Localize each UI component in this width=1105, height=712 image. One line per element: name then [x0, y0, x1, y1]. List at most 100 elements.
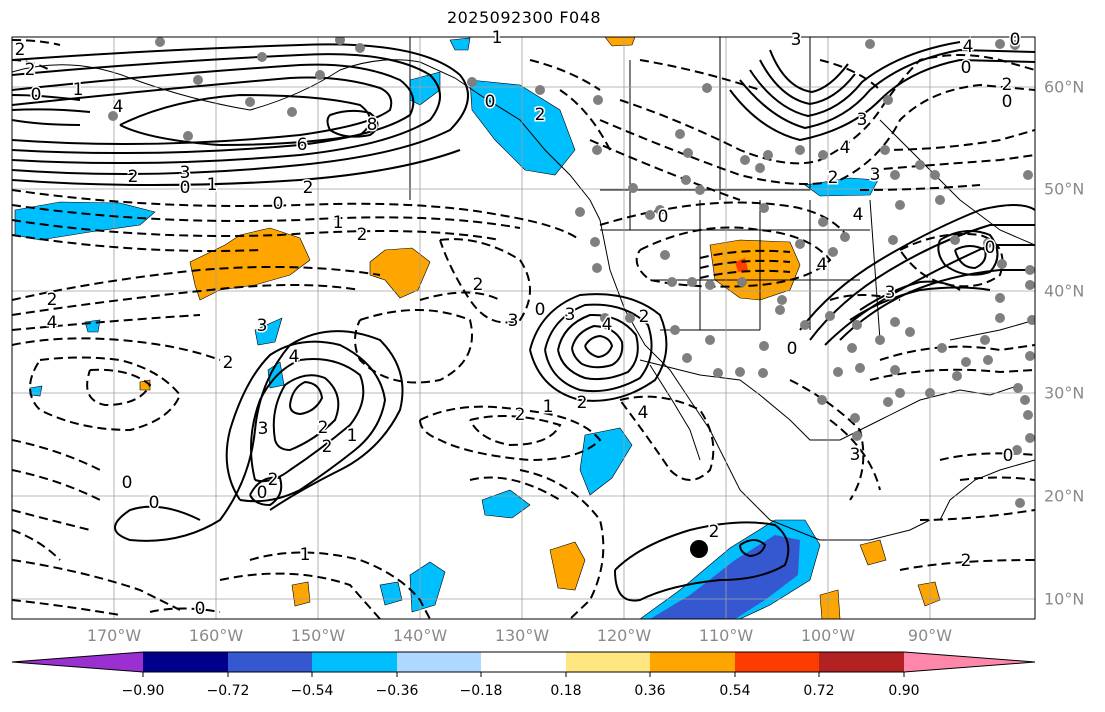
contour-label: 3	[870, 165, 881, 185]
colorbar-segment	[228, 652, 312, 672]
lat-label-60n: 60°N	[1044, 77, 1085, 97]
contour-label: 2	[268, 470, 279, 490]
contour-label: 1	[492, 28, 503, 48]
contour-label: 0	[122, 473, 133, 493]
colorbar-segments	[11, 651, 1036, 673]
contour-label: 2	[128, 167, 139, 187]
lat-label-20n: 20°N	[1044, 486, 1085, 506]
contour-label: 0	[485, 92, 496, 112]
contour-label: 8	[367, 115, 378, 135]
colorbar-tick-label: −0.36	[375, 683, 419, 699]
colorbar-tick-label: −0.54	[290, 683, 334, 699]
contour-label: 0	[31, 85, 42, 105]
contour-label: 0	[1002, 92, 1013, 112]
contour-label: 0	[985, 238, 996, 258]
lon-label-90w: 90°W	[907, 626, 953, 645]
contour-label: 4	[963, 37, 974, 57]
station-markers	[108, 37, 1035, 508]
lat-label-40n: 40°N	[1044, 281, 1085, 301]
contour-label: 1	[73, 80, 84, 100]
colorbar-segment	[143, 652, 228, 672]
contour-label: 2	[709, 522, 720, 542]
colorbar-tick-label: 0.54	[719, 683, 751, 699]
contour-label: 3	[258, 419, 269, 439]
contour-label: 0	[273, 194, 284, 214]
contour-label: 0	[149, 493, 160, 513]
lat-label-10n: 10°N	[1044, 589, 1085, 609]
colorbar-tick-label: −0.90	[121, 683, 165, 699]
colorbar-segment	[735, 652, 819, 672]
contour-label: 4	[47, 313, 58, 333]
colorbar-segment	[397, 652, 481, 672]
contour-label: 4	[289, 347, 300, 367]
contour-label: 2	[828, 168, 839, 188]
contour-label: 4	[853, 205, 864, 225]
contour-label: 3	[850, 445, 861, 465]
contour-label: 1	[347, 426, 358, 446]
contour-label: 2	[322, 437, 333, 457]
contour-label: 0	[535, 300, 546, 320]
contour-label: 2	[639, 307, 650, 327]
colorbar-segment	[650, 652, 735, 672]
map-title: 2025092300 F048	[446, 8, 602, 27]
positive-shading	[139, 37, 941, 619]
lon-label-130w: 130°W	[494, 626, 550, 645]
contour-label: 4	[840, 138, 851, 158]
contour-label: 3	[257, 316, 268, 336]
colorbar-segment	[819, 652, 904, 672]
lon-label-170w: 170°W	[86, 626, 142, 645]
contour-label: 3	[565, 305, 576, 325]
colorbar-tick-label: 0.72	[803, 683, 835, 699]
contour-label: 3	[791, 30, 802, 50]
negative-contours	[12, 39, 1035, 619]
contour-label: 2	[357, 225, 368, 245]
colorbar-tick-label: −0.18	[459, 683, 503, 699]
lat-label-50n: 50°N	[1044, 179, 1085, 199]
colorbar-segment	[312, 652, 397, 672]
contour-label: 1	[333, 213, 344, 233]
contour-label: 2	[515, 405, 526, 425]
contour-label: 2	[303, 178, 314, 198]
contour-label: 3	[508, 311, 519, 331]
contour-label: 4	[602, 315, 613, 335]
contour-label: 0	[658, 207, 669, 227]
contour-label: 2	[961, 551, 972, 571]
contour-label: 1	[300, 545, 311, 565]
contour-label: 2	[15, 40, 26, 60]
colorbar-segment	[566, 652, 650, 672]
contour-label: 2	[535, 105, 546, 125]
colorbar-segment	[481, 652, 566, 672]
contour-label: 1	[543, 397, 554, 417]
contour-label: 0	[961, 58, 972, 78]
colorbar	[11, 651, 1036, 677]
contour-label: 6	[297, 135, 308, 155]
contour-label: 0	[1003, 446, 1014, 466]
contour-label: 0	[195, 599, 206, 619]
contour-label: 2	[25, 60, 36, 80]
contour-label: 4	[113, 97, 124, 117]
contour-label: 0	[787, 339, 798, 359]
center-marker	[690, 540, 708, 558]
colorbar-tick-label: 0.36	[634, 683, 666, 699]
contour-label: 3	[885, 283, 896, 303]
contour-label: 2	[47, 290, 58, 310]
lon-label-150w: 150°W	[290, 626, 346, 645]
colorbar-tick-label: −0.72	[206, 683, 250, 699]
lon-label-120w: 120°W	[596, 626, 652, 645]
positive-contours	[12, 41, 1035, 602]
contour-label: 3	[857, 110, 868, 130]
negative-shading	[14, 37, 879, 619]
contour-label: 0	[180, 178, 191, 198]
gridlines	[12, 37, 1035, 619]
contour-label: 2	[1002, 75, 1013, 95]
lat-label-30n: 30°N	[1044, 383, 1085, 403]
contour-label: 2	[577, 393, 588, 413]
contour-label: 4	[817, 255, 828, 275]
contour-label: 2	[318, 418, 329, 438]
colorbar-tick-label: 0.90	[888, 683, 920, 699]
contour-label: 0	[1010, 30, 1021, 50]
lon-label-110w: 110°W	[698, 626, 754, 645]
contour-label: 4	[638, 403, 649, 423]
lon-label-140w: 140°W	[392, 626, 448, 645]
